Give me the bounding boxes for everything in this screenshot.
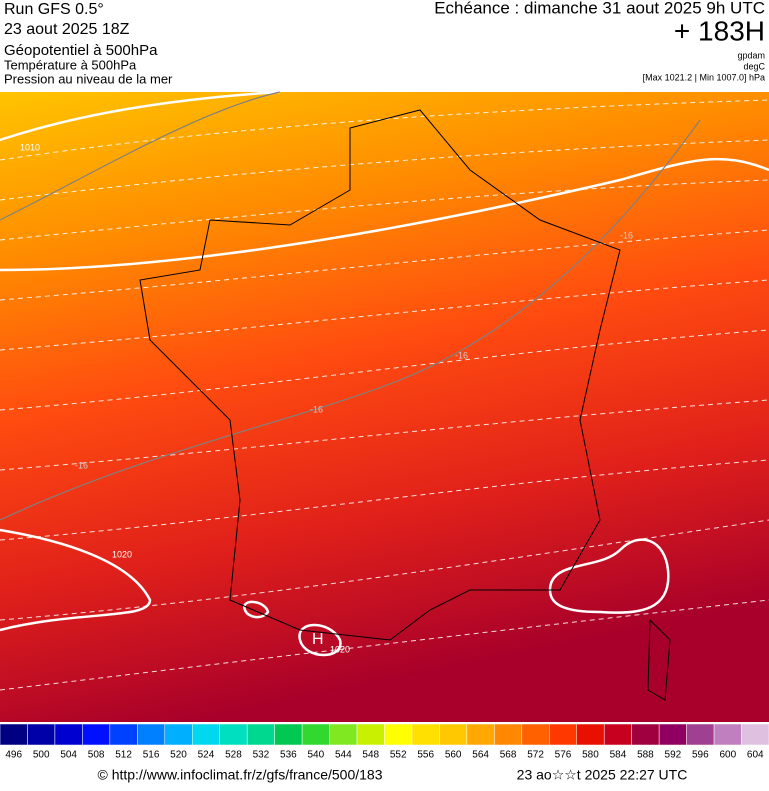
- legend-label: 568: [500, 750, 517, 761]
- isotherm-label: -16: [455, 350, 468, 360]
- legend-swatch: [137, 723, 166, 746]
- legend-label: 596: [692, 750, 709, 761]
- field: Géopotentiel à 500hPa: [4, 42, 158, 59]
- legend-swatch: [631, 723, 660, 746]
- legend-label: 588: [637, 750, 654, 761]
- field: Température à 500hPa: [4, 57, 137, 72]
- legend-swatch: [576, 723, 605, 746]
- legend-swatch: [549, 723, 577, 746]
- field: Pression au niveau de la mer: [4, 71, 173, 86]
- legend-swatch: [329, 723, 358, 746]
- high-marker: H: [312, 631, 324, 648]
- legend-label: 576: [555, 750, 572, 761]
- isotherms: [0, 99, 769, 691]
- map: 1010 1020 1020 H -16 -16 -16 -16: [0, 90, 769, 722]
- legend-label: 544: [335, 750, 352, 761]
- france-outline: [139, 109, 621, 641]
- legend-label: 548: [362, 750, 379, 761]
- legend-label: 564: [472, 750, 489, 761]
- run: Run GFS 0.5°: [4, 1, 104, 18]
- unit: [Max 1021.2 | Min 1007.0] hPa: [643, 72, 765, 82]
- legend-label: 604: [747, 750, 764, 761]
- legend-label: 580: [582, 750, 599, 761]
- legend-label: 496: [5, 750, 22, 761]
- legend-swatch: [686, 723, 715, 746]
- legend-label: 536: [280, 750, 297, 761]
- legend-label: 508: [88, 750, 105, 761]
- legend-label: 540: [307, 750, 324, 761]
- legend-swatch: [109, 723, 138, 746]
- legend-label: 532: [253, 750, 270, 761]
- legend-label: 504: [60, 750, 77, 761]
- legend-swatch: [741, 723, 769, 746]
- legend-swatch: [219, 723, 248, 746]
- legend-swatch: [27, 723, 56, 746]
- isobar-label: 1010: [20, 142, 40, 152]
- legend-label: 528: [225, 750, 242, 761]
- offset: + 183H: [674, 15, 765, 46]
- corsica-outline: [647, 618, 671, 701]
- legend-swatch: [274, 723, 303, 746]
- legend-swatch: [54, 723, 83, 746]
- isotherm-16: [0, 91, 701, 521]
- legend-swatch: [246, 723, 275, 746]
- legend-label: 584: [610, 750, 627, 761]
- isotherm-label: -16: [75, 460, 88, 470]
- legend-label: 600: [719, 750, 736, 761]
- legend-swatch: [0, 723, 28, 746]
- isobar-label: 1020: [330, 644, 350, 654]
- legend-label: 552: [390, 750, 407, 761]
- footer-stamp: 23 ao☆☆t 2025 22:27 UTC: [517, 767, 688, 783]
- legend-swatch: [411, 723, 440, 746]
- map-field: [0, 92, 769, 722]
- legend-swatch: [82, 723, 111, 746]
- legend-swatch: [466, 723, 495, 746]
- unit: degC: [743, 61, 765, 71]
- unit: gpdam: [737, 50, 765, 60]
- run-date: 23 aout 2025 18Z: [4, 21, 130, 38]
- legend-label: 560: [445, 750, 462, 761]
- legend-swatch: [192, 723, 220, 746]
- legend-label: 556: [417, 750, 434, 761]
- legend-label: 500: [33, 750, 50, 761]
- legend-swatch: [521, 723, 550, 746]
- legend-swatch: [164, 723, 193, 746]
- legend-label: 524: [198, 750, 215, 761]
- legend-swatch: [603, 723, 632, 746]
- legend-swatch: [713, 723, 742, 746]
- legend-label: 572: [527, 750, 544, 761]
- legend-label: 516: [143, 750, 160, 761]
- legend-swatch: [494, 723, 523, 746]
- isobar-label: 1020: [112, 549, 132, 559]
- legend-label: 512: [115, 750, 132, 761]
- isobars: [0, 90, 769, 657]
- legend-label: 592: [665, 750, 682, 761]
- footer-url: © http://www.infoclimat.fr/z/gfs/france/…: [98, 767, 383, 783]
- legend-swatch: [658, 723, 687, 746]
- isotherm-label: -16: [310, 404, 323, 414]
- legend-label: 520: [170, 750, 187, 761]
- legend: 496 500 504 508 512 516 520 524 528 532 536 540 544 5…: [0, 723, 769, 761]
- legend-swatch: [384, 723, 413, 746]
- legend-swatch: [301, 723, 330, 746]
- legend-swatch: [356, 723, 385, 746]
- legend-swatch: [439, 723, 468, 746]
- isotherm-label: -16: [620, 230, 633, 240]
- echeance: Echéance : dimanche 31 aout 2025 9h UTC: [434, 0, 765, 17]
